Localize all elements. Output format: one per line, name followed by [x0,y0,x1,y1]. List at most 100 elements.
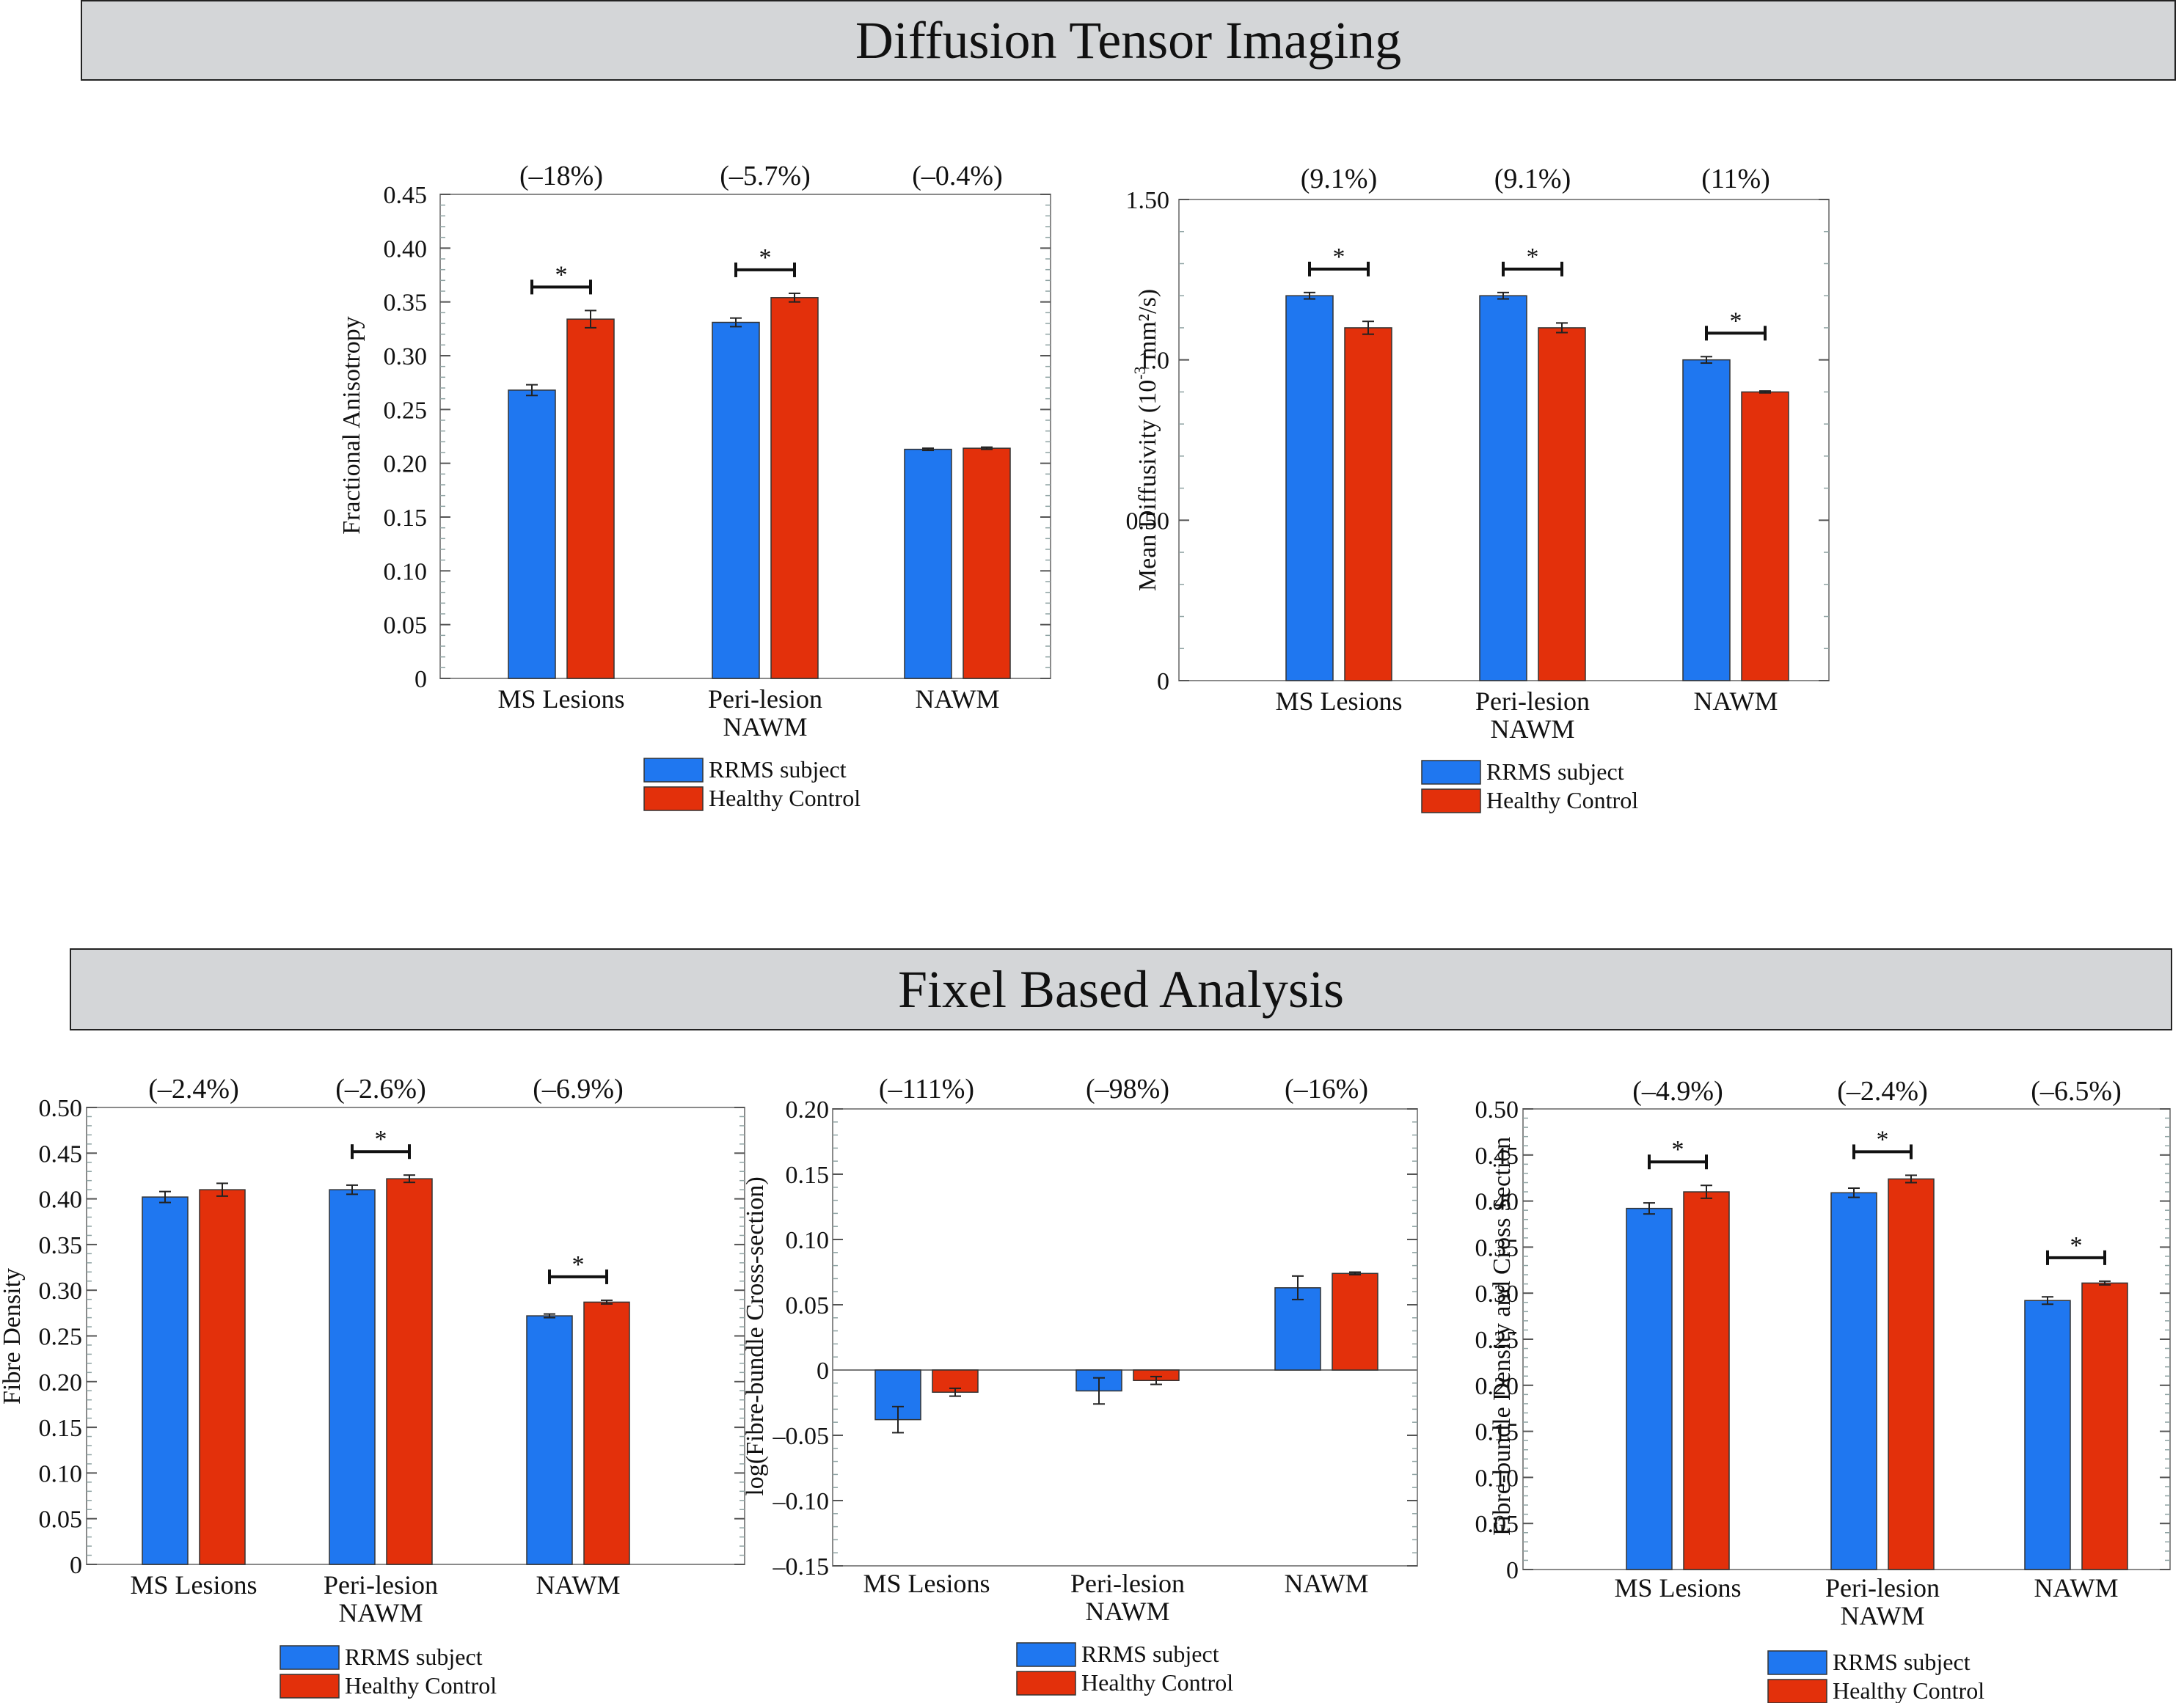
legend-label-rrms: RRMS subject [1486,758,1624,785]
y-tick-label: 0.40 [384,235,428,263]
bar-control [963,447,1011,679]
y-tick-label: 0.35 [1475,1234,1519,1261]
percent-change-label: (–0.4%) [912,161,1002,191]
fba-section-title: Fixel Based Analysis [898,960,1344,1019]
category-label: Peri-lesion [1475,686,1590,716]
y-tick-label: 0 [1157,668,1169,695]
legend-swatch-rrms [280,1645,340,1670]
percent-change-label: (–5.7%) [720,161,810,191]
bar-control [1683,1191,1730,1570]
category-label: Peri-lesion [324,1570,438,1600]
significance-star: * [1672,1136,1684,1163]
bar-control [1888,1178,1935,1570]
category-label: MS Lesions [130,1570,257,1600]
category-label: MS Lesions [863,1569,990,1598]
legend-swatch-control [280,1674,340,1699]
y-tick-label: –0.10 [773,1488,830,1515]
bar-rrms [904,448,952,679]
y-tick-label: –0.15 [773,1553,830,1581]
legend-label-control: Healthy Control [1486,787,1638,813]
y-axis-label: Fractional Anisotropy [338,316,365,534]
bar-rrms [1626,1207,1673,1570]
bar-rrms [526,1315,573,1565]
bar-control [1538,327,1586,681]
bar-control [199,1189,246,1565]
significance-star: * [1730,307,1742,334]
y-tick-label: 0.15 [1475,1419,1519,1446]
y-tick-label: –0.05 [773,1423,830,1450]
percent-change-label: (–6.5%) [2031,1076,2121,1107]
y-tick-label: 0.25 [384,397,428,424]
significance-star: * [555,261,568,288]
plot-frame [832,1108,1418,1567]
legend-label-control: Healthy Control [709,785,861,811]
bar-rrms [1682,359,1731,681]
percent-change-label: (9.1%) [1494,164,1571,194]
y-axis-label-text: Fibre-bundle Density and Cross Section [1489,1137,1516,1536]
legend-swatch-control [1767,1679,1827,1703]
category-label: NAWM [2034,1573,2118,1603]
y-axis-label: Mean Diffusivity (10-3 mm²/s) [1131,289,1161,591]
y-tick-label: 1.0 [1139,348,1170,375]
significance-star: * [759,244,772,271]
significance-star: * [1527,243,1539,271]
y-tick-label: 1.50 [1126,187,1170,214]
chart-panel: –0.15 –0.10 –0.05 0 0.05 0.10 0.15 0.20 (–111%) (… [742,1074,1418,1696]
bar-rrms [508,389,556,679]
dti-section-header: Diffusion Tensor Imaging [81,0,2176,81]
category-label: Peri-lesion [1825,1573,1940,1603]
y-axis-label: Fibre Density [0,1268,26,1404]
legend-swatch-rrms [643,758,704,783]
category-label: NAWM [536,1570,620,1600]
bar-control [386,1178,433,1565]
percent-change-label: (–6.9%) [533,1074,623,1105]
legend-label-rrms: RRMS subject [1833,1649,1971,1675]
legend-label-control: Healthy Control [345,1672,497,1699]
y-tick-label: 0.10 [1475,1465,1519,1492]
y-axis-label-text: log(Fibre-bundle Cross-section) [742,1176,769,1495]
fba-section-header: Fixel Based Analysis [70,948,2172,1030]
legend-label-rrms: RRMS subject [709,756,847,783]
y-tick-label: 0.40 [1475,1189,1519,1216]
bar-control [566,318,615,679]
percent-change-label: (–111%) [879,1074,974,1105]
percent-change-label: (–2.4%) [1837,1076,1927,1107]
y-tick-label: 0.10 [39,1460,83,1487]
bar-control [1332,1272,1378,1371]
y-tick-label: 0.20 [384,451,428,478]
legend-swatch-control [1016,1671,1076,1696]
category-label: NAWM [915,684,999,714]
y-tick-label: 0.45 [1475,1143,1519,1170]
y-tick-label: 0.50 [1475,1096,1519,1124]
y-tick-label: 0.50 [39,1095,83,1122]
bar-control [770,297,819,679]
y-axis-label: Fibre-bundle Density and Cross Section [1489,1137,1516,1536]
y-axis-label-superscript: -3 [1131,366,1149,379]
dti-section-title: Diffusion Tensor Imaging [855,11,1402,70]
percent-change-label: (11%) [1701,164,1770,194]
y-tick-label: 0.20 [39,1369,83,1396]
category-label: NAWM [723,712,807,741]
percent-change-label: (–98%) [1086,1074,1169,1105]
y-tick-label: 0.35 [39,1232,83,1259]
legend-swatch-rrms [1016,1642,1076,1667]
percent-change-label: (–2.4%) [148,1074,238,1105]
y-tick-label: 0.20 [786,1096,830,1124]
bar-rrms [712,321,760,679]
category-label: Peri-lesion [708,684,822,714]
legend-label-control: Healthy Control [1833,1677,1984,1703]
category-label: MS Lesions [1275,686,1402,716]
chart-panel: 0 0.05 0.10 0.15 0.20 0.25 0.30 0.35 0.40 0.45 * * (… [338,161,1051,811]
y-tick-label: 0.10 [786,1227,830,1254]
y-tick-label: 0.05 [384,612,428,640]
y-tick-label: 0 [1506,1557,1519,1584]
y-tick-label: 0.20 [1475,1373,1519,1400]
y-tick-label: 0.15 [39,1415,83,1442]
bar-control [2081,1282,2128,1570]
category-label: NAWM [1490,714,1574,744]
legend-label-control: Healthy Control [1081,1669,1233,1696]
